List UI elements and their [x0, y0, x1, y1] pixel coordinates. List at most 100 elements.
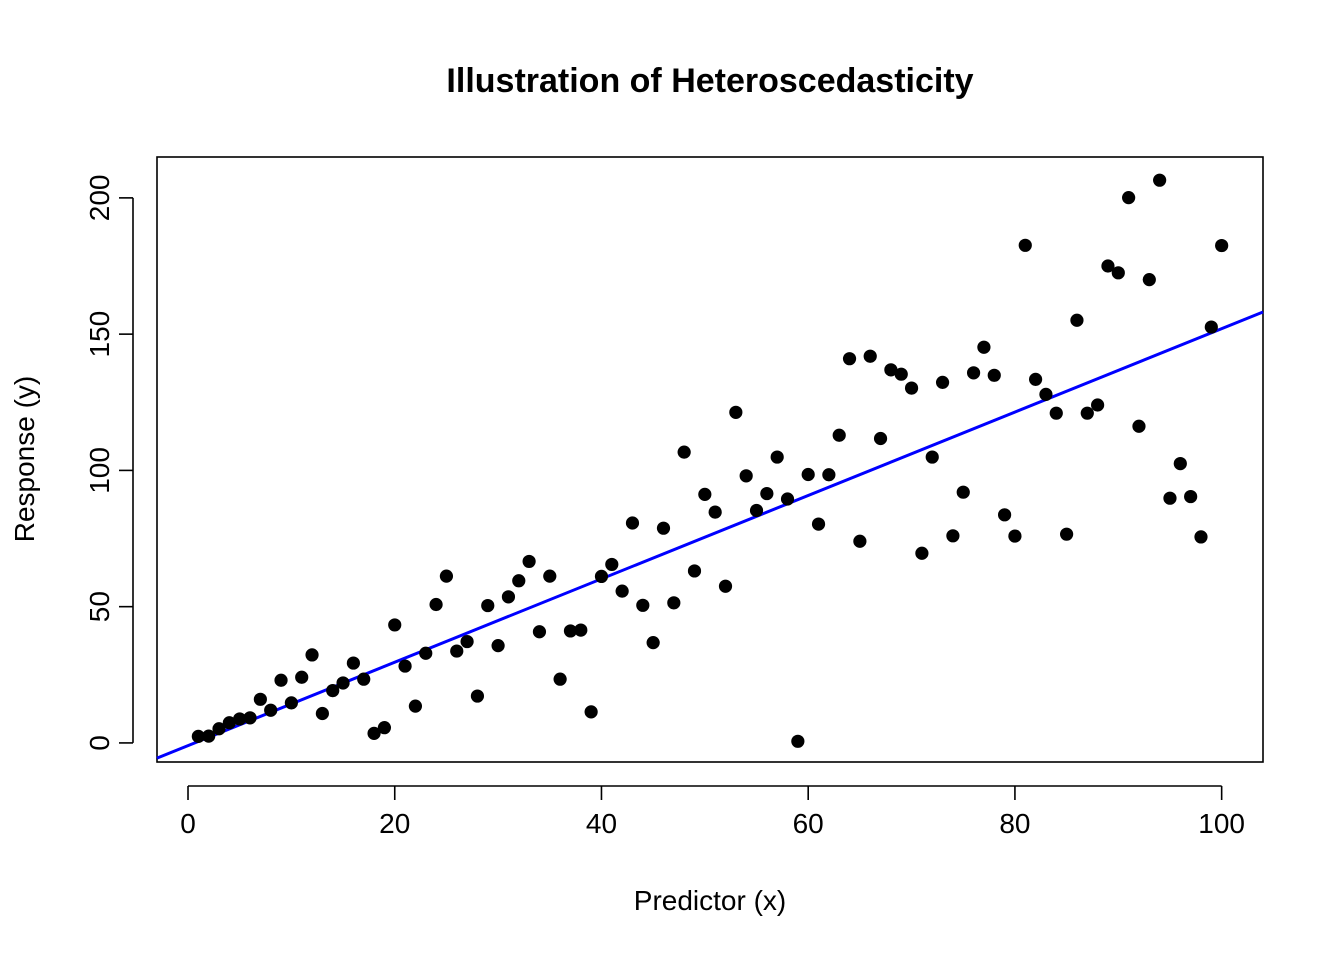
- data-point: [966, 366, 981, 380]
- data-point: [698, 487, 712, 501]
- data-point: [760, 486, 774, 501]
- data-points: [191, 173, 1229, 748]
- data-point: [191, 729, 205, 743]
- data-point: [284, 696, 298, 710]
- data-point: [708, 505, 722, 519]
- data-point: [884, 363, 898, 377]
- data-point: [646, 636, 660, 650]
- data-point: [801, 467, 815, 482]
- fit-line-group: [156, 310, 1264, 760]
- data-point: [656, 521, 671, 535]
- data-point: [1018, 238, 1032, 252]
- data-point: [853, 534, 867, 548]
- data-point: [615, 584, 629, 598]
- data-point: [1204, 320, 1218, 334]
- data-point: [264, 703, 278, 717]
- data-point: [315, 706, 329, 721]
- data-point: [863, 349, 877, 363]
- data-point: [667, 596, 681, 610]
- data-point: [904, 381, 919, 395]
- data-point: [894, 367, 908, 381]
- data-point: [677, 445, 691, 459]
- data-point: [1132, 419, 1146, 433]
- data-point: [522, 554, 536, 569]
- data-point: [584, 705, 598, 719]
- data-point: [997, 508, 1012, 522]
- x-tick-label: 0: [180, 808, 196, 839]
- data-point: [233, 712, 247, 726]
- data-point: [563, 624, 578, 638]
- data-point: [1142, 273, 1156, 287]
- data-point: [212, 722, 226, 736]
- data-point: [553, 672, 567, 686]
- x-tick-label: 40: [586, 808, 617, 839]
- data-point: [1080, 406, 1094, 420]
- data-point: [935, 375, 950, 389]
- x-tick-label: 20: [379, 808, 410, 839]
- data-point: [1091, 398, 1105, 412]
- data-point: [326, 683, 340, 698]
- data-point: [1194, 530, 1208, 544]
- data-point: [274, 673, 288, 687]
- data-point: [718, 579, 733, 593]
- data-point: [1008, 529, 1022, 543]
- x-axis-label: Predictor (x): [634, 885, 786, 916]
- data-point: [1060, 527, 1074, 541]
- x-tick-label: 80: [999, 808, 1030, 839]
- data-point: [470, 689, 485, 703]
- data-point: [512, 574, 526, 588]
- data-point: [532, 625, 547, 639]
- x-tick-label: 100: [1198, 808, 1245, 839]
- data-point: [687, 564, 702, 578]
- data-point: [222, 716, 236, 730]
- data-point: [636, 598, 650, 612]
- data-point: [946, 529, 960, 543]
- data-point: [987, 368, 1001, 382]
- data-point: [605, 557, 619, 572]
- data-point: [419, 646, 433, 660]
- y-tick-label: 0: [84, 735, 115, 751]
- data-point: [336, 676, 350, 690]
- data-point: [1215, 238, 1229, 253]
- data-point: [243, 711, 257, 725]
- data-point: [1184, 489, 1198, 504]
- x-tick-label: 60: [793, 808, 824, 839]
- data-point: [202, 729, 216, 743]
- data-point: [729, 405, 743, 419]
- data-point: [1049, 406, 1063, 420]
- data-point: [791, 734, 805, 748]
- data-point: [574, 623, 588, 637]
- data-point: [543, 569, 557, 583]
- data-point: [811, 517, 826, 531]
- data-point: [594, 569, 609, 584]
- data-point: [481, 598, 495, 613]
- data-point: [1039, 387, 1053, 401]
- plot-frame: [156, 156, 1264, 763]
- y-tick-label: 150: [84, 311, 115, 358]
- data-point: [377, 721, 392, 735]
- data-point: [780, 492, 795, 506]
- data-point: [408, 699, 423, 713]
- data-point: [450, 644, 464, 658]
- data-point: [873, 431, 888, 446]
- data-point: [460, 634, 474, 649]
- fit-line: [156, 310, 1264, 760]
- data-point: [1101, 259, 1115, 273]
- data-point: [832, 428, 846, 442]
- data-point: [1028, 372, 1043, 386]
- data-point: [739, 469, 753, 483]
- data-point: [501, 590, 516, 604]
- data-point: [925, 450, 939, 464]
- data-point: [770, 450, 784, 464]
- data-point: [915, 546, 929, 560]
- data-point: [956, 485, 970, 499]
- data-point: [253, 692, 267, 706]
- x-axis: 0 20 40 60 80 100: [180, 785, 1245, 839]
- data-point: [398, 659, 412, 673]
- data-point: [822, 468, 836, 482]
- data-point: [1111, 266, 1125, 280]
- y-tick-label: 100: [84, 447, 115, 494]
- data-point: [388, 618, 402, 632]
- data-point: [305, 648, 319, 662]
